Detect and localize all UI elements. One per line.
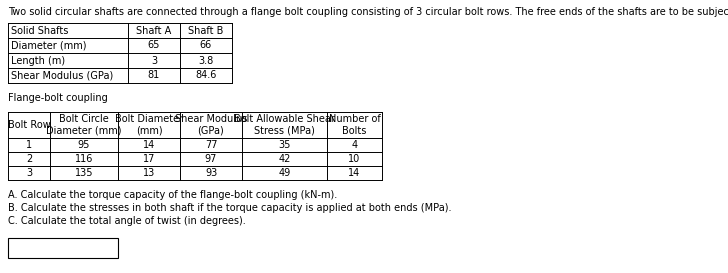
Text: B. Calculate the stresses in both shaft if the torque capacity is applied at bot: B. Calculate the stresses in both shaft … [8, 203, 451, 213]
Text: 93: 93 [205, 168, 217, 178]
Text: 35: 35 [278, 140, 290, 150]
Text: Shear Modulus (GPa): Shear Modulus (GPa) [11, 70, 114, 81]
Text: Two solid circular shafts are connected through a flange bolt coupling consistin: Two solid circular shafts are connected … [8, 7, 728, 17]
Text: 14: 14 [349, 168, 360, 178]
Text: 4: 4 [352, 140, 357, 150]
Text: Number of
Bolts: Number of Bolts [328, 114, 380, 136]
Text: 2: 2 [26, 154, 32, 164]
Text: Bolt Diameter
(mm): Bolt Diameter (mm) [115, 114, 183, 136]
Text: Bolt Row: Bolt Row [7, 120, 50, 130]
Text: Shear Modulus
(GPa): Shear Modulus (GPa) [175, 114, 248, 136]
Text: 49: 49 [278, 168, 290, 178]
Text: 135: 135 [75, 168, 93, 178]
Text: 77: 77 [205, 140, 217, 150]
Text: 81: 81 [148, 70, 160, 81]
Text: Bolt Allowable Shear
Stress (MPa): Bolt Allowable Shear Stress (MPa) [234, 114, 335, 136]
Text: 65: 65 [148, 40, 160, 51]
Text: 14: 14 [143, 140, 155, 150]
Text: 3.8: 3.8 [198, 55, 213, 66]
Text: 10: 10 [349, 154, 360, 164]
Text: 3: 3 [26, 168, 32, 178]
Text: 95: 95 [78, 140, 90, 150]
Text: Diameter (mm): Diameter (mm) [11, 40, 87, 51]
Text: 3: 3 [151, 55, 157, 66]
Text: C. Calculate the total angle of twist (in degrees).: C. Calculate the total angle of twist (i… [8, 216, 246, 226]
Text: Shaft B: Shaft B [189, 25, 223, 35]
Bar [8, 238, 118, 258]
Text: Bolt Circle
Diameter (mm): Bolt Circle Diameter (mm) [47, 114, 122, 136]
Text: Shaft A: Shaft A [136, 25, 172, 35]
Text: 42: 42 [278, 154, 290, 164]
Text: A. Calculate the torque capacity of the flange-bolt coupling (kN-m).: A. Calculate the torque capacity of the … [8, 190, 337, 200]
Text: Solid Shafts: Solid Shafts [11, 25, 68, 35]
Text: 17: 17 [143, 154, 155, 164]
Text: 1: 1 [26, 140, 32, 150]
Text: 116: 116 [75, 154, 93, 164]
Text: 97: 97 [205, 154, 217, 164]
Text: Length (m): Length (m) [11, 55, 65, 66]
Text: Flange-bolt coupling: Flange-bolt coupling [8, 93, 108, 103]
Text: 66: 66 [200, 40, 212, 51]
Text: 13: 13 [143, 168, 155, 178]
Text: 84.6: 84.6 [195, 70, 217, 81]
